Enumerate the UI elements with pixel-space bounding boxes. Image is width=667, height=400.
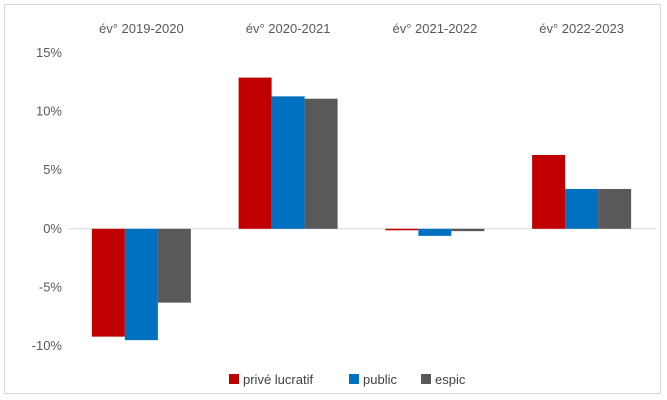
bar-public — [124, 228, 158, 341]
bar-public — [565, 188, 599, 229]
bars — [91, 77, 632, 341]
legend-swatch — [349, 374, 359, 384]
bar-public — [271, 96, 305, 229]
y-tick-label: -5% — [39, 279, 63, 294]
legend: privé lucratif public espic — [229, 372, 466, 387]
bar-espic — [304, 98, 338, 229]
y-axis-ticks: 15% 10% 5% 0% -5% -10% — [32, 45, 63, 353]
bar-privé-lucratif — [385, 228, 419, 231]
bar-espic — [157, 228, 191, 303]
category-label: év° 2019-2020 — [99, 21, 184, 36]
legend-label: espic — [435, 372, 466, 387]
y-tick-label: 0% — [43, 221, 62, 236]
bar-privé-lucratif — [91, 228, 125, 337]
y-tick-label: -10% — [32, 338, 63, 353]
legend-label: privé lucratif — [243, 372, 313, 387]
y-tick-label: 5% — [43, 162, 62, 177]
bar-privé-lucratif — [238, 77, 272, 229]
category-label: év° 2021-2022 — [393, 21, 478, 36]
bar-privé-lucratif — [532, 154, 566, 229]
bar-public — [418, 228, 452, 236]
y-tick-label: 10% — [36, 104, 62, 119]
y-tick-label: 15% — [36, 45, 62, 60]
legend-label: public — [363, 372, 397, 387]
category-labels: év° 2019-2020 év° 2020-2021 év° 2021-2022 é… — [99, 21, 624, 36]
category-label: év° 2022-2023 — [539, 21, 624, 36]
bar-espic — [451, 228, 485, 232]
legend-swatch — [229, 374, 239, 384]
category-label: év° 2020-2021 — [246, 21, 331, 36]
bar-espic — [598, 188, 632, 229]
legend-swatch — [421, 374, 431, 384]
